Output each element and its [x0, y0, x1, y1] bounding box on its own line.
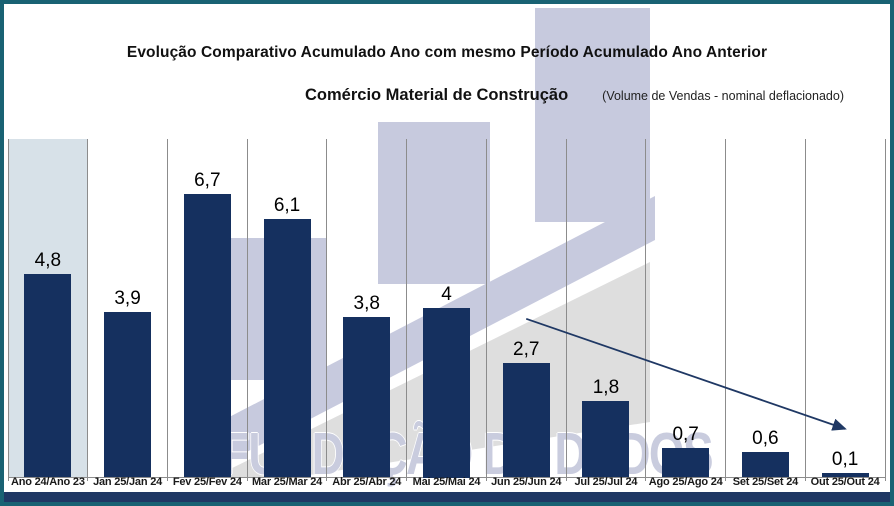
x-axis-label: Jun 25/Jun 24 [491, 476, 562, 488]
bar [104, 312, 152, 478]
category-gridline [804, 139, 806, 481]
bar-value-label: 6,1 [273, 195, 301, 217]
bar [662, 447, 710, 478]
category-gridline [87, 139, 89, 481]
bar [183, 194, 231, 478]
category-gridline [406, 139, 408, 481]
bar [423, 308, 470, 478]
x-axis-label: Ago 25/Ago 24 [648, 476, 723, 488]
bar [24, 274, 72, 478]
x-axis-label: Set 25/Set 24 [732, 476, 799, 488]
x-axis-label: Mai 25/Mai 24 [412, 476, 481, 488]
x-axis-label: Ano 24/Ano 23 [10, 476, 85, 488]
bar-value-label: 0,6 [752, 428, 779, 450]
chart-subtitle-note: (Volume de Vendas - nominal deflacionado… [602, 89, 844, 103]
bar [263, 219, 311, 478]
x-axis-line [8, 477, 885, 478]
x-axis-label: Jan 25/Jan 24 [93, 476, 163, 488]
category-gridline [326, 139, 328, 481]
category-gridline [485, 139, 487, 481]
category-gridline [166, 139, 168, 481]
bar [582, 401, 630, 478]
bar-value-label: 3,8 [353, 292, 380, 314]
x-axis-label: Mar 25/Mar 24 [251, 476, 323, 488]
bar [821, 473, 869, 478]
bar-value-label: 6,7 [194, 170, 221, 191]
bar-value-label: 0,1 [831, 449, 859, 471]
category-gridline [645, 139, 647, 481]
bar [502, 363, 550, 478]
lavender-band-middle [378, 122, 490, 284]
footer-accent-bar [4, 492, 890, 502]
x-axis-label: Out 25/Out 24 [810, 476, 880, 488]
chart-subtitle: Comércio Material de Construção [305, 86, 569, 104]
bar-value-label: 4,8 [34, 250, 62, 272]
bar-value-label: 1,8 [592, 377, 620, 399]
category-gridline [725, 139, 727, 481]
bar [343, 316, 391, 478]
lavender-band-top [535, 8, 650, 222]
x-axis-label: Jul 25/Jul 24 [574, 476, 638, 488]
x-axis-label: Fev 25/Fev 24 [172, 476, 242, 488]
bar-value-label: 0,7 [672, 423, 699, 445]
chart-title: Evolução Comparativo Acumulado Ano com m… [126, 44, 768, 61]
category-gridline [246, 139, 248, 481]
bar-value-label: 2,7 [513, 339, 540, 361]
category-gridline [7, 139, 9, 481]
category-gridline [565, 139, 567, 481]
bar-value-label: 3,9 [114, 288, 141, 310]
category-gridline [884, 139, 886, 481]
bar-value-label: 4 [441, 284, 452, 306]
bar [741, 452, 789, 478]
x-axis-label: Abr 25/Abr 24 [332, 476, 402, 488]
